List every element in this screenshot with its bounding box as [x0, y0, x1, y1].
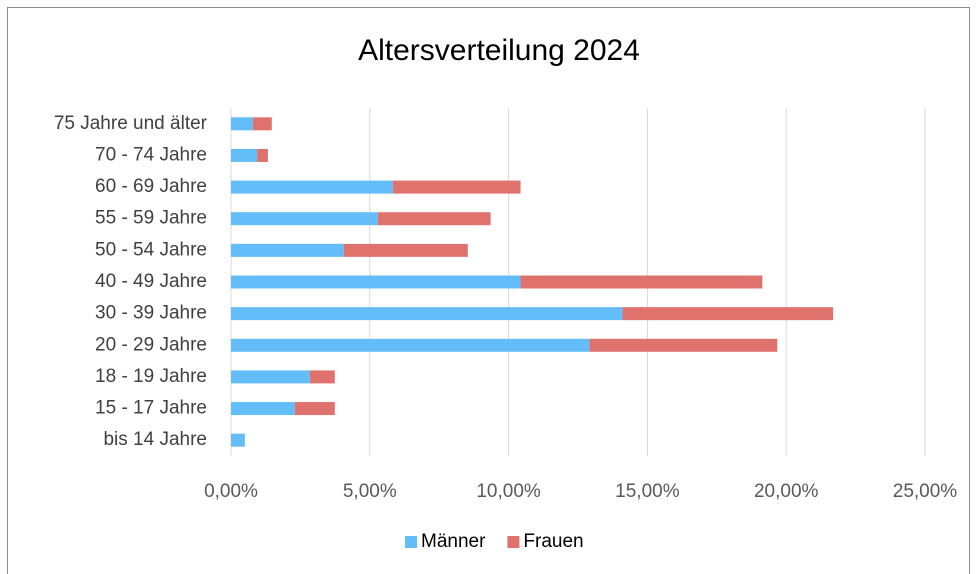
- bar-segment: [231, 180, 393, 194]
- bar-segment: [309, 370, 335, 384]
- y-tick-label: 20 - 29 Jahre: [95, 334, 207, 355]
- bar-segment: [231, 338, 590, 352]
- y-tick-label: bis 14 Jahre: [103, 429, 207, 450]
- y-tick-label: 40 - 49 Jahre: [95, 271, 207, 292]
- chart-title: Altersverteilung 2024: [358, 34, 640, 67]
- bar-segment: [343, 243, 468, 257]
- x-tick-label: 15,00%: [615, 481, 680, 502]
- bar-segment: [231, 402, 295, 416]
- bar-segment: [252, 117, 272, 131]
- x-tick-label: 25,00%: [893, 481, 958, 502]
- bar-segment: [294, 402, 335, 416]
- bar-segment: [589, 338, 778, 352]
- y-tick-label: 30 - 39 Jahre: [95, 303, 207, 324]
- bar-segment: [231, 370, 310, 384]
- x-tick-label: 5,00%: [343, 481, 397, 502]
- bar-segment: [231, 148, 258, 162]
- x-tick-label: 10,00%: [476, 481, 541, 502]
- bar-segment: [231, 433, 245, 447]
- y-tick-label: 60 - 69 Jahre: [95, 176, 207, 197]
- y-tick-label: 18 - 19 Jahre: [95, 366, 207, 387]
- legend-label: Frauen: [523, 531, 583, 552]
- x-tick-label: 0,00%: [204, 481, 258, 502]
- bar-segment: [231, 243, 344, 257]
- bar-segment: [392, 180, 521, 194]
- bar-segment: [257, 148, 268, 162]
- y-tick-label: 50 - 54 Jahre: [95, 239, 207, 260]
- bar-segment: [231, 117, 253, 131]
- y-tick-label: 15 - 17 Jahre: [95, 398, 207, 419]
- x-tick-label: 20,00%: [754, 481, 819, 502]
- chart-frame: [7, 7, 970, 574]
- bar-segment: [231, 275, 521, 289]
- bar-segment: [377, 212, 491, 226]
- legend-swatch: [405, 536, 417, 548]
- bar-segment: [231, 307, 623, 321]
- y-tick-label: 55 - 59 Jahre: [95, 208, 207, 229]
- legend-swatch: [507, 536, 520, 548]
- bar-segment: [231, 212, 378, 226]
- y-tick-label: 75 Jahre und älter: [54, 113, 208, 134]
- bar-segment: [622, 307, 834, 321]
- y-tick-label: 70 - 74 Jahre: [95, 144, 207, 165]
- legend-label: Männer: [421, 531, 486, 552]
- bar-segment: [520, 275, 763, 289]
